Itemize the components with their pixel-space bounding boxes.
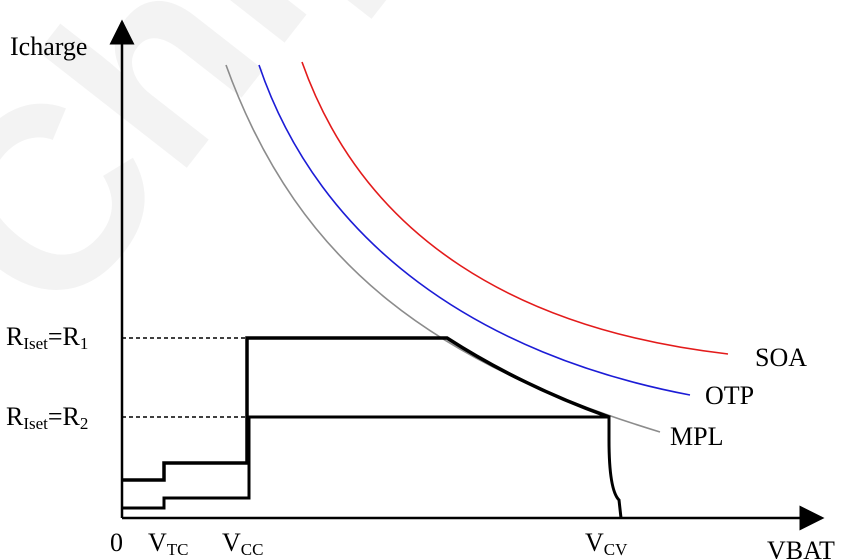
x-axis-label: VBAT bbox=[767, 536, 835, 559]
r2-tick-label: RIset=R2 bbox=[6, 402, 88, 433]
otp-curve bbox=[258, 64, 691, 396]
origin-label: 0 bbox=[110, 528, 123, 557]
vcc-tick-label: VCC bbox=[222, 528, 263, 559]
vcv-tick-label: VCV bbox=[585, 528, 628, 559]
mpl-label: MPL bbox=[670, 422, 723, 451]
vtc-tick-label: VTC bbox=[148, 528, 189, 559]
otp-label: OTP bbox=[705, 381, 754, 410]
y-axis-label: Icharge bbox=[10, 32, 87, 61]
charge-profile-r2 bbox=[122, 415, 623, 519]
r1-tick-label: RIset=R1 bbox=[6, 322, 88, 353]
soa-label: SOA bbox=[755, 343, 807, 372]
soa-curve bbox=[301, 61, 729, 355]
charge-profile-r1 bbox=[122, 336, 610, 482]
